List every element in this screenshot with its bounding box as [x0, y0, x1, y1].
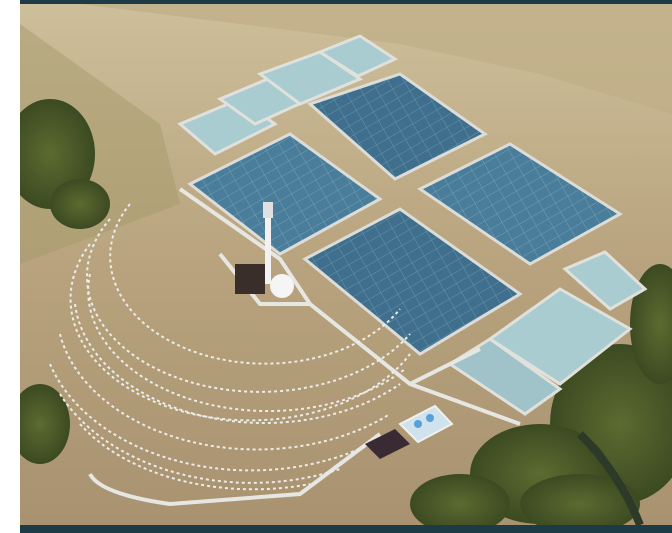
- heliostat-field: [49, 203, 411, 491]
- trees-left: [20, 99, 110, 464]
- field-top: [80, 4, 672, 114]
- ponds-right: [447, 250, 648, 416]
- river: [577, 431, 644, 525]
- aerial-photo: [20, 4, 672, 525]
- image-frame: [20, 0, 672, 533]
- greenhouses: [187, 72, 623, 356]
- trees-right: [410, 264, 672, 525]
- power-block: [365, 404, 454, 459]
- roads: [88, 187, 521, 507]
- ponds-top: [177, 34, 399, 156]
- solar-tower: [235, 202, 294, 298]
